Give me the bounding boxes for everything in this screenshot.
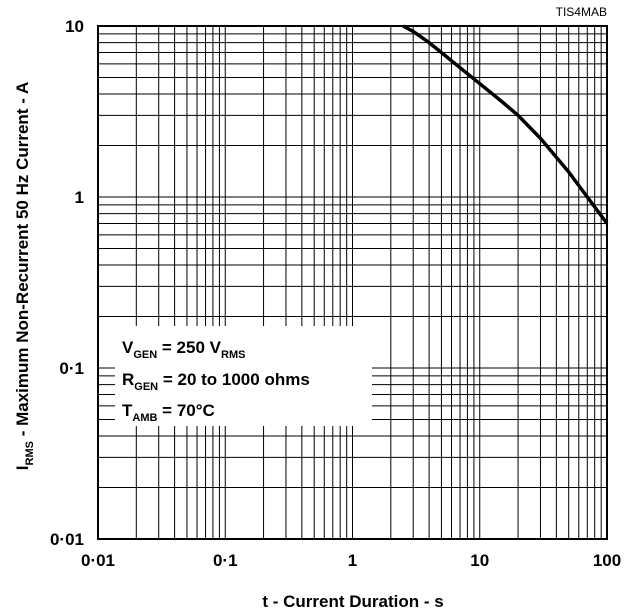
x-tick-label: 10 <box>470 551 489 570</box>
figure-id: TIS4MAB <box>556 5 607 19</box>
y-axis-title-sub: RMS <box>24 441 36 465</box>
conditions-box: VGEN = 250 VRMS RGEN = 20 to 1000 ohms T… <box>115 326 372 426</box>
x-axis-title: t - Current Duration - s <box>262 592 443 611</box>
y-axis-title-rest: - Maximum Non-Recurrent 50 Hz Current - … <box>13 82 32 441</box>
y-tick-labels: 10 1 0·1 0·01 <box>50 17 84 549</box>
y-tick-label: 1 <box>75 188 84 207</box>
x-tick-label: 0·01 <box>81 551 115 570</box>
y-tick-label: 10 <box>65 17 84 36</box>
series-line <box>402 24 609 225</box>
annotation-tamb: TAMB = 70°C <box>122 401 215 424</box>
y-tick-label: 0·01 <box>50 530 84 549</box>
x-tick-label: 1 <box>348 551 357 570</box>
x-tick-label: 100 <box>593 551 621 570</box>
y-tick-label: 0·1 <box>59 359 84 378</box>
y-axis-title: IRMS - Maximum Non-Recurrent 50 Hz Curre… <box>13 82 36 470</box>
series-group <box>402 24 609 225</box>
annotation-vgen: VGEN = 250 VRMS <box>122 338 245 361</box>
x-tick-labels: 0·01 0·1 1 10 100 <box>81 551 621 570</box>
x-tick-label: 0·1 <box>213 551 238 570</box>
grid-lines <box>98 26 607 539</box>
conditions-box-bg <box>115 326 372 426</box>
y-axis-title-main: I <box>13 465 32 470</box>
annotation-rgen: RGEN = 20 to 1000 ohms <box>122 370 310 393</box>
plot-frame <box>97 25 608 540</box>
